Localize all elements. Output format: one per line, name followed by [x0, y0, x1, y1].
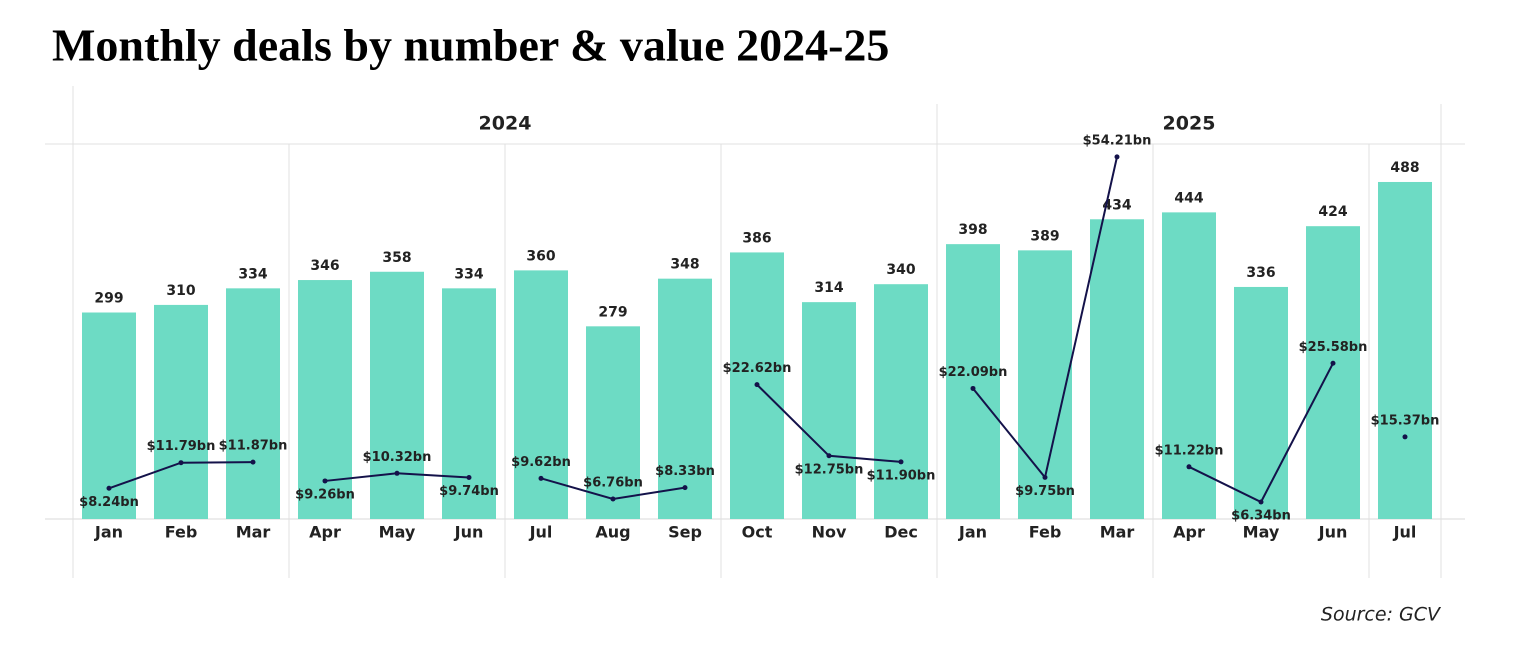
bar-label: 348 — [670, 257, 699, 273]
line-label: $22.09bn — [939, 365, 1008, 380]
x-tick-label: Jul — [529, 523, 553, 542]
point — [1114, 154, 1120, 160]
bar-label: 389 — [1030, 228, 1059, 244]
bar-label: 434 — [1102, 197, 1131, 213]
x-tick-label: Feb — [165, 523, 198, 542]
bar — [442, 288, 496, 519]
line-label: $9.62bn — [511, 455, 571, 470]
line-label: $11.90bn — [867, 468, 936, 483]
bar — [1234, 286, 1288, 519]
bar-label: 334 — [238, 266, 267, 282]
bar-label: 340 — [886, 262, 915, 278]
bar — [514, 270, 568, 519]
line-label: $8.33bn — [655, 464, 715, 479]
bar-label: 398 — [958, 222, 987, 238]
point — [610, 496, 616, 502]
bar-label: 488 — [1390, 160, 1419, 176]
x-tick-label: May — [379, 523, 416, 542]
x-tick-label: May — [1243, 523, 1280, 542]
x-tick-label: Sep — [668, 523, 702, 542]
bar — [1306, 226, 1360, 520]
line-label: $11.22bn — [1155, 443, 1224, 458]
point — [970, 385, 976, 391]
x-tick-label: Jun — [454, 523, 484, 542]
line-label: $6.34bn — [1231, 508, 1291, 523]
bar-label: 299 — [94, 291, 123, 307]
point — [322, 478, 328, 484]
bar — [82, 312, 136, 519]
line-label: $12.75bn — [795, 462, 864, 477]
line-label: $15.37bn — [1371, 413, 1440, 428]
source: Source: GCV — [1321, 604, 1442, 626]
bar-label: 334 — [454, 266, 483, 282]
point — [1258, 499, 1264, 505]
point — [250, 459, 256, 465]
x-tick-label: Apr — [1173, 523, 1205, 542]
line-label: $10.32bn — [363, 450, 432, 465]
x-tick-label: Nov — [812, 523, 847, 542]
x-tick-label: Jun — [1318, 523, 1348, 542]
line-label: $9.74bn — [439, 484, 499, 499]
bar — [370, 271, 424, 519]
bar — [658, 278, 712, 519]
line-label: $22.62bn — [723, 361, 792, 376]
x-tick-label: Dec — [884, 523, 918, 542]
line-label: $11.87bn — [219, 439, 288, 454]
line-label: $54.21bn — [1083, 133, 1152, 148]
line-label: $6.76bn — [583, 475, 643, 490]
point — [466, 474, 472, 480]
point — [394, 470, 400, 476]
line-label: $9.26bn — [295, 487, 355, 502]
bar-label: 314 — [814, 280, 843, 296]
point — [1042, 474, 1048, 480]
bar-label: 279 — [598, 304, 627, 320]
chart-title: Monthly deals by number & value 2024-25 — [52, 20, 889, 71]
x-tick-label: Apr — [309, 523, 341, 542]
x-tick-label: Jan — [958, 523, 987, 542]
bar-label: 346 — [310, 258, 339, 274]
point — [898, 459, 904, 465]
x-tick-label: Jul — [1393, 523, 1417, 542]
point — [106, 485, 112, 491]
x-tick-label: Oct — [742, 523, 773, 542]
x-tick-label: Jan — [94, 523, 123, 542]
group-label: 2025 — [1163, 113, 1216, 135]
bar-label: 386 — [742, 230, 771, 246]
bar — [946, 244, 1000, 519]
bar-label: 310 — [166, 283, 195, 299]
point — [1402, 434, 1408, 440]
x-tick-label: Aug — [595, 523, 630, 542]
x-tick-label: Mar — [1100, 523, 1135, 542]
bar-label: 424 — [1318, 204, 1347, 220]
point — [682, 485, 688, 491]
bar-label: 444 — [1174, 190, 1203, 206]
line-label: $9.75bn — [1015, 484, 1075, 499]
bar — [874, 284, 928, 519]
point — [826, 453, 832, 459]
bar-label: 358 — [382, 250, 411, 266]
group-label: 2024 — [479, 113, 532, 135]
bar-label: 360 — [526, 248, 555, 264]
line-label: $8.24bn — [79, 495, 139, 510]
bar-label: 336 — [1246, 265, 1275, 281]
bar — [154, 304, 208, 519]
bar — [802, 302, 856, 519]
bar — [1162, 212, 1216, 519]
x-tick-label: Mar — [236, 523, 271, 542]
point — [1330, 360, 1336, 366]
x-tick-label: Feb — [1029, 523, 1062, 542]
point — [754, 382, 760, 388]
point — [1186, 464, 1192, 470]
bar — [1378, 181, 1432, 519]
bar — [226, 288, 280, 519]
bar — [1090, 219, 1144, 519]
point — [538, 475, 544, 481]
line-label: $25.58bn — [1299, 340, 1368, 355]
point — [178, 460, 184, 466]
line-label: $11.79bn — [147, 439, 216, 454]
bar — [586, 326, 640, 519]
